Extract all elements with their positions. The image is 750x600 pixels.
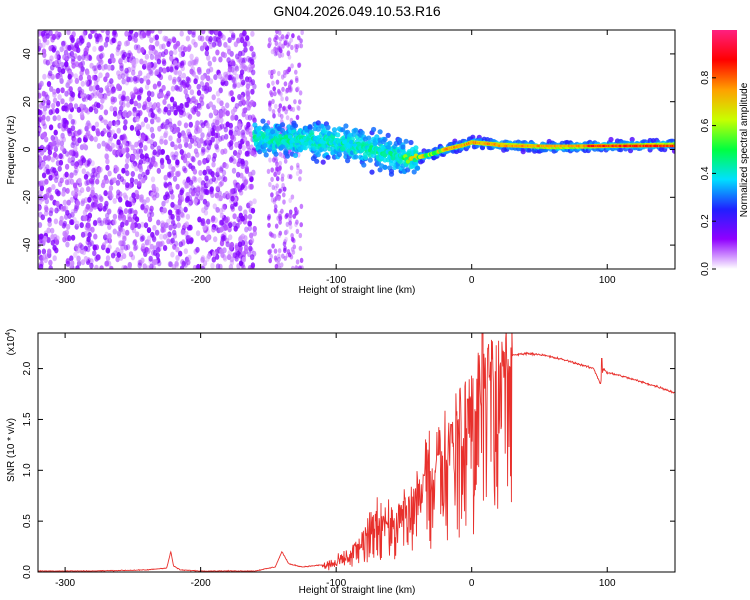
snr-multiplier-exponent: 4 [5,332,12,336]
spectrogram-x-tick-label: 100 [599,275,616,286]
spectrogram-heatmap [38,30,675,269]
snr-x-ticks: -300 -200 -100 0 100 [55,333,616,589]
spectrogram-y-ticks: -40 -20 0 20 40 [22,48,675,252]
spectrogram-y-tick-label: -20 [22,190,33,205]
spectrogram-x-tick-label: -300 [55,275,75,286]
colorbar: 0.0 0.2 0.4 0.6 0.8 Normalized spectral ampl… [700,30,750,276]
snr-plot-area [38,333,675,572]
spectrogram-x-tick-label: -100 [326,275,346,286]
figure-title: GN04.2026.049.10.53.R16 [273,3,441,19]
spectrogram-y-tick-label: 40 [22,48,33,60]
spectrogram-x-axis-label: Height of straight line (km) [299,285,416,296]
colorbar-tick-label: 0.0 [700,262,711,276]
snr-x-tick-label: 100 [599,578,616,589]
spectrogram-y-axis-label: Frequency (Hz) [6,116,17,185]
colorbar-tick-label: 0.8 [700,70,711,84]
snr-series-line [38,333,675,572]
spectrogram-x-tick-label: -200 [191,275,211,286]
snr-multiplier-close: ) [6,329,17,332]
colorbar-tick-label: 0.6 [700,118,711,132]
spectrogram-y-tick-label: -40 [22,237,33,252]
colorbar-ticks: 0.0 0.2 0.4 0.6 0.8 [700,70,716,276]
svg-text:(x104): (x104) [5,329,17,356]
snr-x-axis-label: Height of straight line (km) [299,585,416,596]
snr-x-tick-label: -100 [326,578,346,589]
spectrogram-y-tick-label: 20 [22,96,33,108]
snr-y-tick-label: 1.0 [22,463,33,477]
spectrogram-x-tick-label: 0 [469,275,475,286]
colorbar-tick-label: 0.4 [700,166,711,180]
snr-panel: -300 -200 -100 0 100 0.0 0.5 1.0 1.5 2.0 Height … [5,329,676,596]
colorbar-label: Normalized spectral amplitude [739,82,750,217]
snr-x-tick-label: -200 [191,578,211,589]
snr-y-tick-label: 0.0 [22,565,33,579]
snr-multiplier-base: (x10 [6,335,17,355]
snr-multiplier-label: (x104) [5,329,17,356]
snr-x-tick-label: 0 [469,578,475,589]
spectrogram-y-tick-label: 0 [22,146,33,152]
snr-x-tick-label: -300 [55,578,75,589]
snr-frame [37,332,676,573]
snr-y-tick-label: 0.5 [22,514,33,528]
snr-y-ticks: 0.0 0.5 1.0 1.5 2.0 [22,361,675,579]
spectrogram-x-ticks: -300 -200 -100 0 100 [55,30,616,286]
snr-y-axis-label: SNR (10 * v/v) [6,418,17,482]
snr-y-tick-label: 2.0 [22,361,33,375]
colorbar-tick-label: 0.2 [700,214,711,228]
colorbar-gradient [712,30,737,269]
snr-y-tick-label: 1.5 [22,412,33,426]
